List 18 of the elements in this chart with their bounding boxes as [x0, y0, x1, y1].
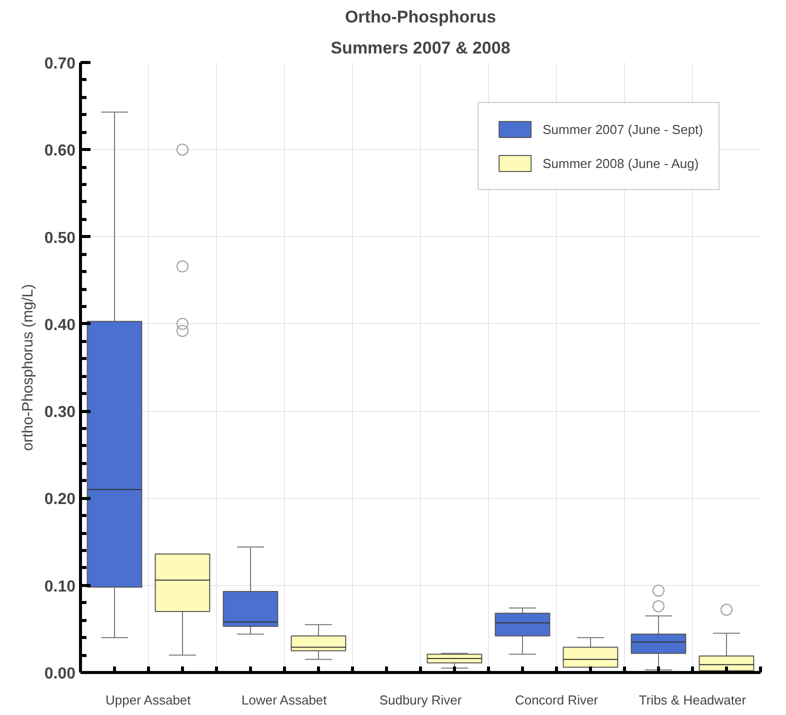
legend-label: Summer 2007 (June - Sept) — [542, 122, 703, 136]
y-axis-title: ortho-Phosphorus (mg/L) — [19, 284, 36, 451]
chart-title: Ortho-Phosphorus — [344, 8, 496, 26]
x-tick-label: Upper Assabet — [106, 692, 192, 708]
legend-label: Summer 2008 (June - Aug) — [542, 156, 699, 170]
x-tick-label: Lower Assabet — [242, 692, 328, 708]
x-tick-label: Concord River — [514, 692, 599, 708]
y-tick-label: 0.20 — [44, 491, 76, 508]
y-tick-label: 0.30 — [44, 404, 76, 422]
y-tick-label: 0.50 — [44, 230, 76, 247]
y-tick-label: 0.00 — [44, 666, 76, 682]
x-tick-label: Sudbury River — [379, 692, 462, 708]
y-tick-label: 0.70 — [44, 56, 76, 72]
y-tick-label: 0.10 — [44, 578, 76, 596]
y-tick-label: 0.40 — [44, 316, 76, 334]
x-tick-label: Tribs & Headwater — [638, 692, 747, 708]
chart-subtitle: Summers 2007 & 2008 — [330, 38, 510, 58]
y-tick-label: 0.60 — [44, 142, 76, 160]
